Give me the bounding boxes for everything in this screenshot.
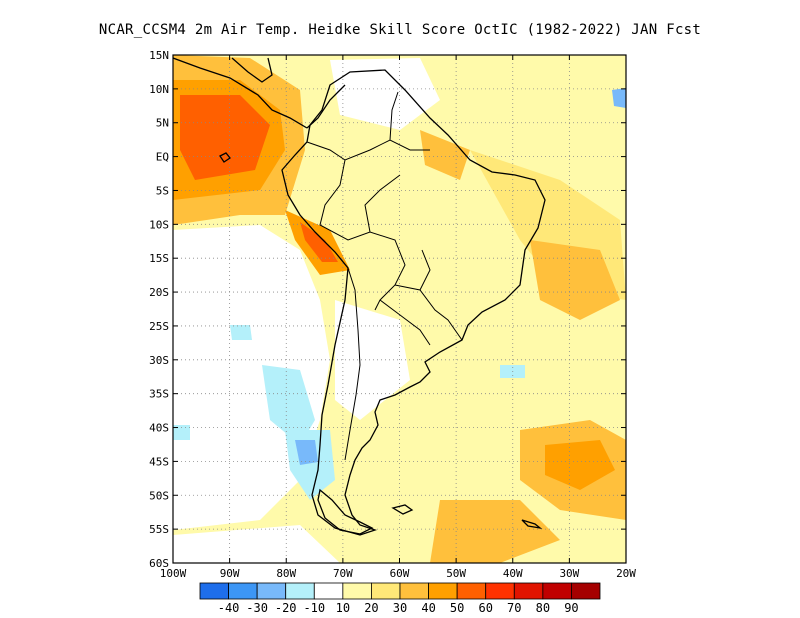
lat-tick-label: 45S [149, 455, 169, 468]
colorbar: -40 -30 -20 -10 10 20 30 40 50 60 70 80 90 [199, 582, 601, 615]
colorbar-swatch [199, 582, 229, 600]
lat-tick-label: 10S [149, 218, 169, 231]
central-america-coast-north [231, 57, 273, 83]
field-red-core [180, 95, 270, 180]
tierra-del-fuego [317, 488, 374, 535]
field-blue-northeast [612, 88, 626, 108]
field-blue-chile [262, 365, 315, 445]
lat-tick-label: 30S [149, 354, 169, 367]
lat-tick-label: 15S [149, 252, 169, 265]
colorbar-swatch [542, 582, 572, 600]
field-white-argentina [335, 300, 410, 420]
field-orange-brazilcoast [530, 240, 620, 320]
longitude-axis: 100W 90W 80W 70W 60W 50W 40W 30W 20W [160, 55, 636, 580]
field-orange-guiana [420, 130, 470, 180]
field-blue-patagonia-core [295, 440, 318, 465]
lat-tick-label: 5N [156, 117, 169, 130]
lat-tick-label: 50S [149, 489, 169, 502]
lat-tick-label: 55S [149, 523, 169, 536]
colorbar-label: 30 [393, 601, 407, 615]
field-blue-west [173, 425, 190, 440]
colorbar-label: -30 [246, 601, 268, 615]
lat-tick-label: 10N [149, 83, 169, 96]
field-white-south [173, 525, 340, 563]
south-georgia [521, 519, 543, 530]
skill-field [173, 55, 626, 563]
colorbar-swatch [571, 582, 601, 600]
colorbar-label: 20 [364, 601, 378, 615]
galapagos [219, 152, 231, 163]
colorbar-label: 60 [478, 601, 492, 615]
national-borders [306, 91, 463, 461]
lat-tick-label: EQ [156, 151, 169, 164]
field-orange-southatlantic-core [545, 440, 615, 490]
lat-tick-label: 25S [149, 320, 169, 333]
lat-tick-label: 40S [149, 422, 169, 435]
coastlines [173, 57, 546, 536]
colorbar-swatch [256, 582, 287, 600]
lon-tick-label: 60W [390, 567, 410, 580]
colorbar-label: 50 [450, 601, 464, 615]
caribbean-coast [306, 84, 346, 129]
lon-tick-label: 40W [503, 567, 523, 580]
lon-tick-label: 80W [276, 567, 296, 580]
field-blue-offshore [230, 325, 252, 340]
falkland-islands [391, 504, 414, 515]
map-title: NCAR_CCSM4 2m Air Temp. Heidke Skill Sco… [98, 22, 702, 38]
lon-tick-label: 50W [446, 567, 466, 580]
south-america-coast [281, 69, 546, 536]
colorbar-swatch [513, 582, 544, 600]
lat-tick-label: 60S [149, 557, 169, 570]
colorbar-swatch [399, 582, 429, 600]
colorbar-label: -20 [275, 601, 297, 615]
colorbar-swatch [228, 582, 258, 600]
graticule [173, 55, 626, 563]
latitude-axis: 15N 10N 5N EQ 5S 10S 15S 20S 25S 30S 35S 40S 45S 50S 5… [149, 49, 626, 570]
lon-tick-label: 30W [559, 567, 579, 580]
colorbar-swatch [342, 582, 372, 600]
colorbar-label: 80 [536, 601, 550, 615]
colorbar-label: 90 [564, 601, 578, 615]
lat-tick-label: 20S [149, 286, 169, 299]
colorbar-label: 70 [507, 601, 521, 615]
colorbar-swatch [428, 582, 458, 600]
lat-tick-label: 15N [149, 49, 169, 62]
lat-tick-label: 35S [149, 388, 169, 401]
field-orange-drake [430, 500, 560, 563]
colorbar-label: -40 [218, 601, 240, 615]
central-america-coast [173, 57, 308, 129]
colorbar-swatch [485, 582, 515, 600]
lon-tick-label: 90W [220, 567, 240, 580]
colorbar-label: 10 [336, 601, 350, 615]
colorbar-swatch [456, 582, 487, 600]
field-red-peru [300, 222, 338, 262]
colorbar-swatch [371, 582, 401, 600]
field-white-caribbean [330, 58, 440, 130]
lon-tick-label: 100W [160, 567, 187, 580]
lon-tick-label: 20W [616, 567, 636, 580]
colorbar-label: -10 [303, 601, 325, 615]
colorbar-label: 40 [421, 601, 435, 615]
colorbar-swatch [285, 582, 315, 600]
lat-tick-label: 5S [156, 184, 169, 197]
lon-tick-label: 70W [333, 567, 353, 580]
colorbar-swatch [313, 582, 344, 600]
